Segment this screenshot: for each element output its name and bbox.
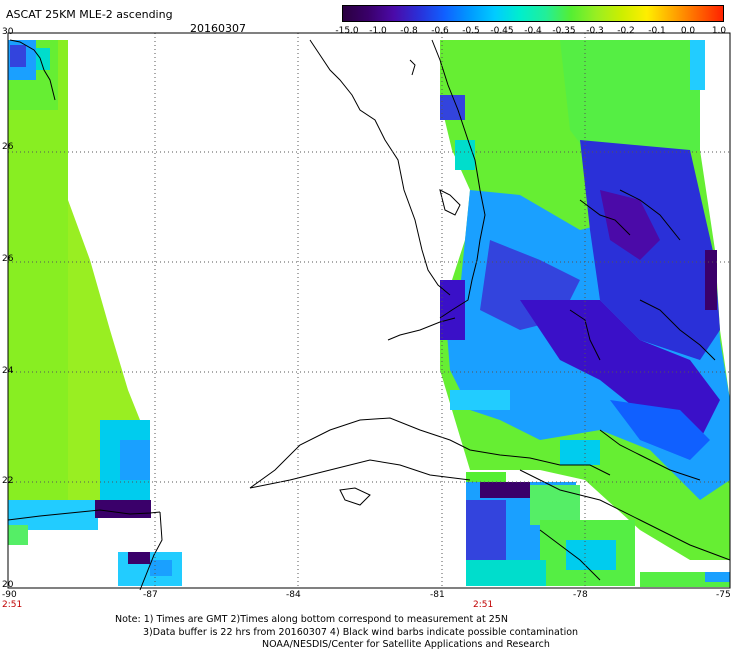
coastlines — [7, 39, 731, 591]
x-tick: -87 — [143, 590, 158, 600]
y-tick: 30 — [2, 27, 14, 37]
x-tick: -90 — [2, 590, 17, 600]
colorbar-label: -0.6 — [431, 26, 449, 36]
y-tick: 22 — [2, 476, 14, 486]
plot-frame — [7, 32, 731, 589]
colorbar — [342, 5, 724, 22]
y-tick: 26 — [2, 254, 14, 264]
colorbar-label: -15.0 — [335, 26, 359, 36]
note-line-3: NOAA/NESDIS/Center for Satellite Applica… — [262, 639, 550, 650]
x-tick: -78 — [573, 590, 588, 600]
x-tick: -75 — [716, 590, 731, 600]
colorbar-label: -0.5 — [462, 26, 480, 36]
colorbar-label: -0.35 — [552, 26, 576, 36]
right-swath — [440, 40, 730, 560]
y-tick: 24 — [2, 366, 14, 376]
y-tick: 26 — [2, 142, 14, 152]
x-tick: -81 — [430, 590, 445, 600]
south-swath — [466, 472, 730, 587]
map-date: 20160307 — [190, 22, 246, 35]
grid-lines — [8, 33, 730, 588]
note-line-1: Note: 1) Times are GMT 2)Times along bot… — [115, 614, 508, 625]
colorbar-label: 0.0 — [680, 26, 696, 36]
y-tick: 20 — [2, 580, 14, 590]
x-tick: -84 — [286, 590, 301, 600]
colorbar-label: -0.3 — [586, 26, 604, 36]
colorbar-label: 1.0 — [711, 26, 727, 36]
colorbar-label: -0.4 — [524, 26, 542, 36]
time-label: 2:51 — [473, 600, 494, 610]
colorbar-label: -1.0 — [369, 26, 387, 36]
left-swath — [8, 40, 182, 586]
colorbar-label: -0.2 — [617, 26, 635, 36]
map-title: ASCAT 25KM MLE-2 ascending — [6, 8, 173, 21]
colorbar-label: -0.45 — [490, 26, 514, 36]
colorbar-label: -0.8 — [400, 26, 418, 36]
time-label: 2:51 — [2, 600, 23, 610]
colorbar-label: -0.1 — [648, 26, 666, 36]
note-line-2: 3)Data buffer is 22 hrs from 20160307 4)… — [143, 627, 579, 638]
